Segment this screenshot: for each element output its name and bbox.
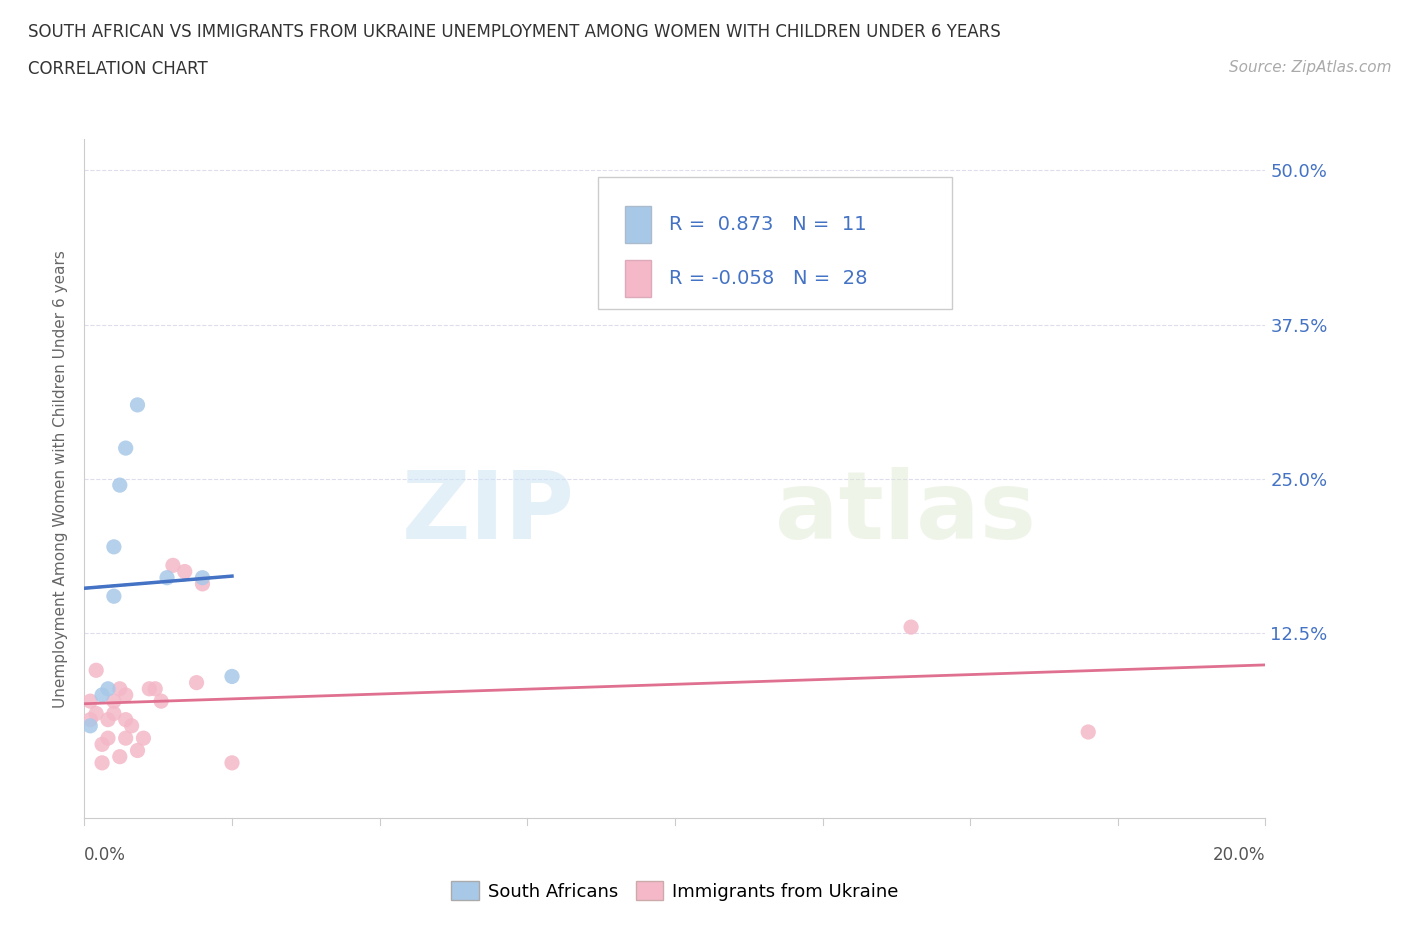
FancyBboxPatch shape (626, 260, 651, 298)
Point (108, 478, 131, 493)
Text: R = -0.058   N =  28: R = -0.058 N = 28 (669, 269, 868, 288)
Point (900, 619, 922, 634)
Text: 20.0%: 20.0% (1213, 846, 1265, 864)
Point (132, 731, 155, 746)
Point (221, 755, 243, 770)
Point (97, 731, 120, 746)
Point (103, 694, 125, 709)
Point (91, 737, 114, 751)
Text: CORRELATION CHART: CORRELATION CHART (28, 60, 208, 78)
Point (108, 682, 131, 697)
Point (103, 539, 125, 554)
Text: SOUTH AFRICAN VS IMMIGRANTS FROM UKRAINE UNEMPLOYMENT AMONG WOMEN WITH CHILDREN : SOUTH AFRICAN VS IMMIGRANTS FROM UKRAINE… (28, 23, 1001, 41)
Point (143, 682, 166, 697)
Point (114, 687, 136, 702)
Point (162, 558, 184, 573)
FancyBboxPatch shape (598, 177, 952, 310)
Legend: South Africans, Immigrants from Ukraine: South Africans, Immigrants from Ukraine (444, 874, 905, 908)
Point (91, 687, 114, 702)
Point (97, 712, 120, 727)
Text: 0.0%: 0.0% (84, 846, 127, 864)
Point (84, 663, 107, 678)
Point (97, 682, 120, 697)
Text: R =  0.873   N =  11: R = 0.873 N = 11 (669, 215, 866, 233)
Text: atlas: atlas (775, 467, 1036, 559)
Text: ZIP: ZIP (402, 467, 575, 559)
Point (103, 706, 125, 721)
Point (191, 570, 214, 585)
Point (138, 682, 160, 697)
Point (121, 718, 143, 733)
Point (221, 669, 243, 684)
Point (191, 577, 214, 591)
Point (127, 397, 149, 412)
Point (150, 694, 173, 709)
Point (79, 712, 101, 727)
Text: Source: ZipAtlas.com: Source: ZipAtlas.com (1229, 60, 1392, 75)
Point (84, 706, 107, 721)
Y-axis label: Unemployment Among Women with Children Under 6 years: Unemployment Among Women with Children U… (53, 250, 69, 708)
Point (127, 743, 149, 758)
Point (79, 694, 101, 709)
Point (1077, 724, 1099, 739)
Point (114, 731, 136, 746)
Point (173, 565, 195, 579)
Point (79, 718, 101, 733)
FancyBboxPatch shape (626, 206, 651, 243)
Point (156, 570, 179, 585)
Point (114, 712, 136, 727)
Point (103, 589, 125, 604)
Point (108, 750, 131, 764)
Point (186, 675, 208, 690)
Point (114, 441, 136, 456)
Point (91, 755, 114, 770)
